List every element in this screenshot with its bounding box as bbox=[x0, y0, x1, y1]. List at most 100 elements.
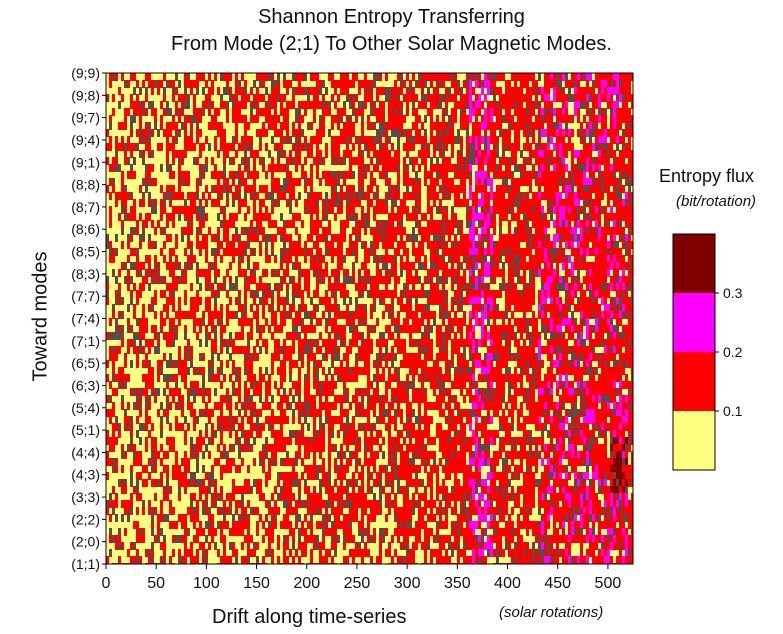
heatmap-cell bbox=[157, 374, 160, 382]
heatmap-cell bbox=[367, 339, 370, 347]
heatmap-cell bbox=[232, 339, 235, 347]
heatmap-cell bbox=[328, 409, 331, 417]
heatmap-cell bbox=[361, 262, 364, 270]
heatmap-cell bbox=[166, 283, 169, 291]
heatmap-cell bbox=[277, 430, 280, 438]
heatmap-cell bbox=[412, 444, 415, 452]
heatmap-cell bbox=[376, 430, 379, 438]
heatmap-cell bbox=[451, 339, 454, 347]
heatmap-cell bbox=[307, 178, 310, 186]
heatmap-cell bbox=[370, 122, 373, 130]
heatmap-cell bbox=[250, 143, 253, 151]
heatmap-cell bbox=[454, 248, 457, 256]
heatmap-cell bbox=[463, 157, 466, 165]
heatmap-cell bbox=[142, 276, 145, 284]
heatmap-cell bbox=[466, 465, 469, 473]
heatmap-cell bbox=[121, 381, 124, 389]
heatmap-cell bbox=[454, 213, 457, 221]
heatmap-cell bbox=[427, 479, 430, 487]
heatmap-cell bbox=[370, 507, 373, 515]
heatmap-cell bbox=[352, 101, 355, 109]
heatmap-cell bbox=[415, 136, 418, 144]
heatmap-cell bbox=[310, 297, 313, 305]
heatmap-cell bbox=[430, 164, 433, 172]
heatmap-cell bbox=[424, 500, 427, 508]
heatmap-cell bbox=[448, 164, 451, 172]
heatmap-cell bbox=[319, 409, 322, 417]
heatmap-cell bbox=[334, 367, 337, 375]
heatmap-cell bbox=[454, 472, 457, 480]
heatmap-cell bbox=[193, 318, 196, 326]
heatmap-cell bbox=[394, 444, 397, 452]
heatmap-cell bbox=[196, 241, 199, 249]
heatmap-cell bbox=[172, 297, 175, 305]
heatmap-cell bbox=[196, 73, 199, 81]
heatmap-cell bbox=[169, 500, 172, 508]
heatmap-cell bbox=[331, 206, 334, 214]
heatmap-cell bbox=[445, 73, 448, 81]
heatmap-cell bbox=[457, 241, 460, 249]
heatmap-cell bbox=[139, 234, 142, 242]
heatmap-cell bbox=[457, 304, 460, 312]
heatmap-cell bbox=[139, 402, 142, 410]
heatmap-cell bbox=[358, 346, 361, 354]
heatmap-cell bbox=[436, 234, 439, 242]
heatmap-cell bbox=[109, 444, 112, 452]
heatmap-cell bbox=[466, 136, 469, 144]
heatmap-cell bbox=[175, 234, 178, 242]
heatmap-cell bbox=[283, 150, 286, 158]
heatmap-cell bbox=[253, 479, 256, 487]
heatmap-cell bbox=[256, 129, 259, 137]
heatmap-cell bbox=[163, 535, 166, 543]
heatmap-cell bbox=[421, 136, 424, 144]
heatmap-cell bbox=[409, 416, 412, 424]
heatmap-cell bbox=[241, 332, 244, 340]
heatmap-cell bbox=[406, 150, 409, 158]
heatmap-cell bbox=[430, 241, 433, 249]
heatmap-cell bbox=[214, 542, 217, 550]
heatmap-cell bbox=[133, 213, 136, 221]
heatmap-cell bbox=[409, 458, 412, 466]
heatmap-cell bbox=[430, 94, 433, 102]
heatmap-cell bbox=[253, 290, 256, 298]
heatmap-cell bbox=[364, 458, 367, 466]
heatmap-cell bbox=[292, 479, 295, 487]
heatmap-cell bbox=[355, 304, 358, 312]
heatmap-cell bbox=[388, 493, 391, 501]
heatmap-cell bbox=[331, 500, 334, 508]
heatmap-cell bbox=[448, 437, 451, 445]
heatmap-cell bbox=[247, 430, 250, 438]
heatmap-cell bbox=[136, 269, 139, 277]
heatmap-cell bbox=[445, 493, 448, 501]
heatmap-cell bbox=[373, 388, 376, 396]
heatmap-cell bbox=[265, 339, 268, 347]
heatmap-cell bbox=[439, 374, 442, 382]
heatmap-cell bbox=[136, 493, 139, 501]
heatmap-cell bbox=[400, 542, 403, 550]
heatmap-cell bbox=[187, 395, 190, 403]
heatmap-cell bbox=[349, 367, 352, 375]
heatmap-cell bbox=[277, 227, 280, 235]
heatmap-cell bbox=[331, 542, 334, 550]
heatmap-cell bbox=[295, 108, 298, 116]
heatmap-cell bbox=[439, 486, 442, 494]
heatmap-cell bbox=[148, 556, 151, 564]
heatmap-cell bbox=[451, 423, 454, 431]
heatmap-cell bbox=[271, 171, 274, 179]
heatmap-cell bbox=[130, 248, 133, 256]
heatmap-cell bbox=[466, 528, 469, 536]
heatmap-cell bbox=[433, 185, 436, 193]
heatmap-cell bbox=[379, 535, 382, 543]
heatmap-cell bbox=[280, 472, 283, 480]
heatmap-cell bbox=[466, 416, 469, 424]
heatmap-cell bbox=[175, 360, 178, 368]
heatmap-cell bbox=[283, 346, 286, 354]
heatmap-cell bbox=[142, 500, 145, 508]
heatmap-cell bbox=[412, 213, 415, 221]
heatmap-cell bbox=[256, 409, 259, 417]
heatmap-cell bbox=[460, 451, 463, 459]
heatmap-cell bbox=[391, 213, 394, 221]
heatmap-cell bbox=[298, 542, 301, 550]
heatmap-cell bbox=[178, 129, 181, 137]
heatmap-cell bbox=[205, 430, 208, 438]
